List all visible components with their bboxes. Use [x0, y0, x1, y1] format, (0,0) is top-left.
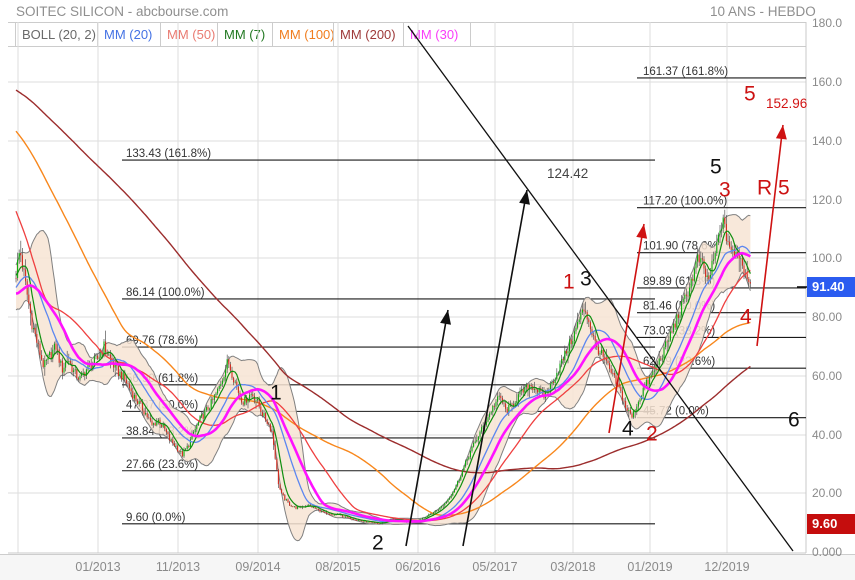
fib-label-right-0.0%: 45.72 (0.0%) — [643, 406, 709, 418]
fib-label-left-100.0%: 86.14 (100.0%) — [126, 287, 205, 299]
price-target-label-124.42: 124.42 — [547, 166, 588, 181]
x-tick-05-2017: 05/2017 — [472, 560, 518, 574]
wave-label-red-1: 1 — [563, 270, 575, 293]
x-tick-01-2013: 01/2013 — [75, 560, 121, 574]
instrument-title: SOITEC SILICON - abcbourse.com — [16, 4, 229, 19]
y-tick-140.0: 140.0 — [812, 134, 843, 148]
wave-label-red-4: 4 — [740, 305, 752, 328]
x-tick-01-2019: 01/2019 — [627, 560, 673, 574]
candle-wicks — [15, 209, 751, 525]
legend-item-mm-30-[interactable]: MM (30) — [403, 23, 470, 46]
fib-label-left-50.0%: 47.87 (50.0%) — [126, 399, 198, 411]
arrow-head-3 — [775, 125, 787, 140]
wave-label-black-3: 3 — [580, 267, 592, 290]
x-tick-06-2016: 06/2016 — [395, 560, 441, 574]
wave-label-black-6: 6 — [788, 408, 800, 431]
arrow-head-2 — [636, 224, 648, 239]
legend-item-mm-100-[interactable]: MM (100) — [272, 23, 335, 46]
fib-label-right-50.0%: 81.46 (50.0%) — [643, 301, 715, 313]
fib-label-right-61.8%: 89.89 (61.8%) — [643, 276, 715, 288]
ma-line-7 — [15, 230, 751, 524]
x-axis-strip — [0, 554, 855, 580]
x-tick-03-2018: 03/2018 — [550, 560, 596, 574]
wave-label-black-1: 1 — [270, 381, 282, 404]
timeframe-label: 10 ANS - HEBDO — [710, 4, 816, 19]
wave-label-red-3: 3 — [719, 178, 731, 201]
fib-label-right-100.0%: 117.20 (100.0%) — [643, 196, 727, 208]
y-tick-180.0: 180.0 — [812, 16, 843, 30]
arrow-head-1 — [519, 190, 530, 205]
arrow-shaft-1 — [462, 189, 528, 547]
wave-label-red-5: 5 — [744, 82, 756, 105]
wave-label-red-2: 2 — [646, 422, 658, 445]
fib-zero-level-badge: 9.60 — [807, 514, 855, 534]
ma-line-30 — [15, 251, 751, 523]
wave-label-black-2: 2 — [372, 531, 384, 554]
bollinger-band-lower — [15, 271, 751, 542]
x-tick-11-2013: 11/2013 — [155, 560, 201, 574]
candles-down — [15, 217, 751, 525]
arrow-shaft-2 — [608, 223, 645, 434]
y-tick-20.00: 20.00 — [812, 486, 843, 500]
legend-item-mm-50-[interactable]: MM (50) — [160, 23, 217, 46]
fib-label-left-0.0%: 9.60 (0.0%) — [126, 512, 186, 524]
ma-line-20 — [15, 245, 751, 523]
fib-label-right-23.6%: 62.59 (23.6%) — [643, 356, 715, 368]
price-target-label-152.96: 152.96 — [766, 96, 807, 111]
fib-label-right-161.8%: 161.37 (161.8%) — [643, 66, 728, 78]
ma-line-200 — [15, 89, 751, 474]
fib-label-left-161.8%: 133.43 (161.8%) — [126, 148, 211, 160]
legend-item-mm-7-[interactable]: MM (7) — [217, 23, 272, 46]
y-tick-160.0: 160.0 — [812, 75, 843, 89]
bollinger-band-upper — [15, 214, 751, 521]
trend-line-descending — [407, 25, 794, 552]
arrow-shaft-3 — [756, 124, 784, 347]
wave-label-red-R5: R 5 — [757, 176, 790, 199]
x-tick-12-2019: 12/2019 — [704, 560, 750, 574]
indicator-legend: BOLL (20, 2) MM (20) MM (50) MM (7) MM (100)… — [8, 22, 806, 47]
grid-lines — [8, 22, 806, 553]
legend-end-separator — [470, 23, 471, 46]
y-tick-0.000: 0.000 — [812, 545, 843, 559]
wave-label-black-5: 5 — [710, 155, 722, 178]
candles-up — [17, 217, 742, 524]
y-tick-100.0: 100.0 — [812, 251, 843, 265]
y-tick-60.00: 60.00 — [812, 369, 843, 383]
ma-line-100 — [15, 130, 751, 517]
bollinger-band-fill — [16, 214, 751, 541]
fib-label-left-23.6%: 27.66 (23.6%) — [126, 459, 198, 471]
arrow-head-0 — [440, 310, 451, 325]
arrow-shaft-0 — [405, 309, 449, 547]
legend-item-mm-20-[interactable]: MM (20) — [97, 23, 160, 46]
y-tick-80.00: 80.00 — [812, 310, 843, 324]
fib-label-left-38.2%: 38.84 (38.2%) — [126, 426, 198, 438]
fib-label-left-78.6%: 69.76 (78.6%) — [126, 335, 198, 347]
x-tick-09-2014: 09/2014 — [235, 560, 281, 574]
legend-item-boll-20-2-[interactable]: BOLL (20, 2) — [15, 23, 97, 46]
last-price-badge: 91.40 — [807, 277, 855, 297]
legend-item-mm-200-[interactable]: MM (200) — [333, 23, 403, 46]
y-tick-40.00: 40.00 — [812, 428, 843, 442]
y-tick-120.0: 120.0 — [812, 193, 843, 207]
axis-border — [8, 22, 807, 554]
fib-label-left-61.8%: 56.90 (61.8%) — [126, 373, 198, 385]
ma-line-50 — [15, 210, 751, 522]
wave-label-black-4: 4 — [622, 417, 634, 440]
x-tick-08-2015: 08/2015 — [315, 560, 361, 574]
fib-label-right-38.2%: 73.03 (38.2%) — [643, 325, 715, 337]
fib-label-right-78.6%: 101.90 (78.6%) — [643, 241, 722, 253]
